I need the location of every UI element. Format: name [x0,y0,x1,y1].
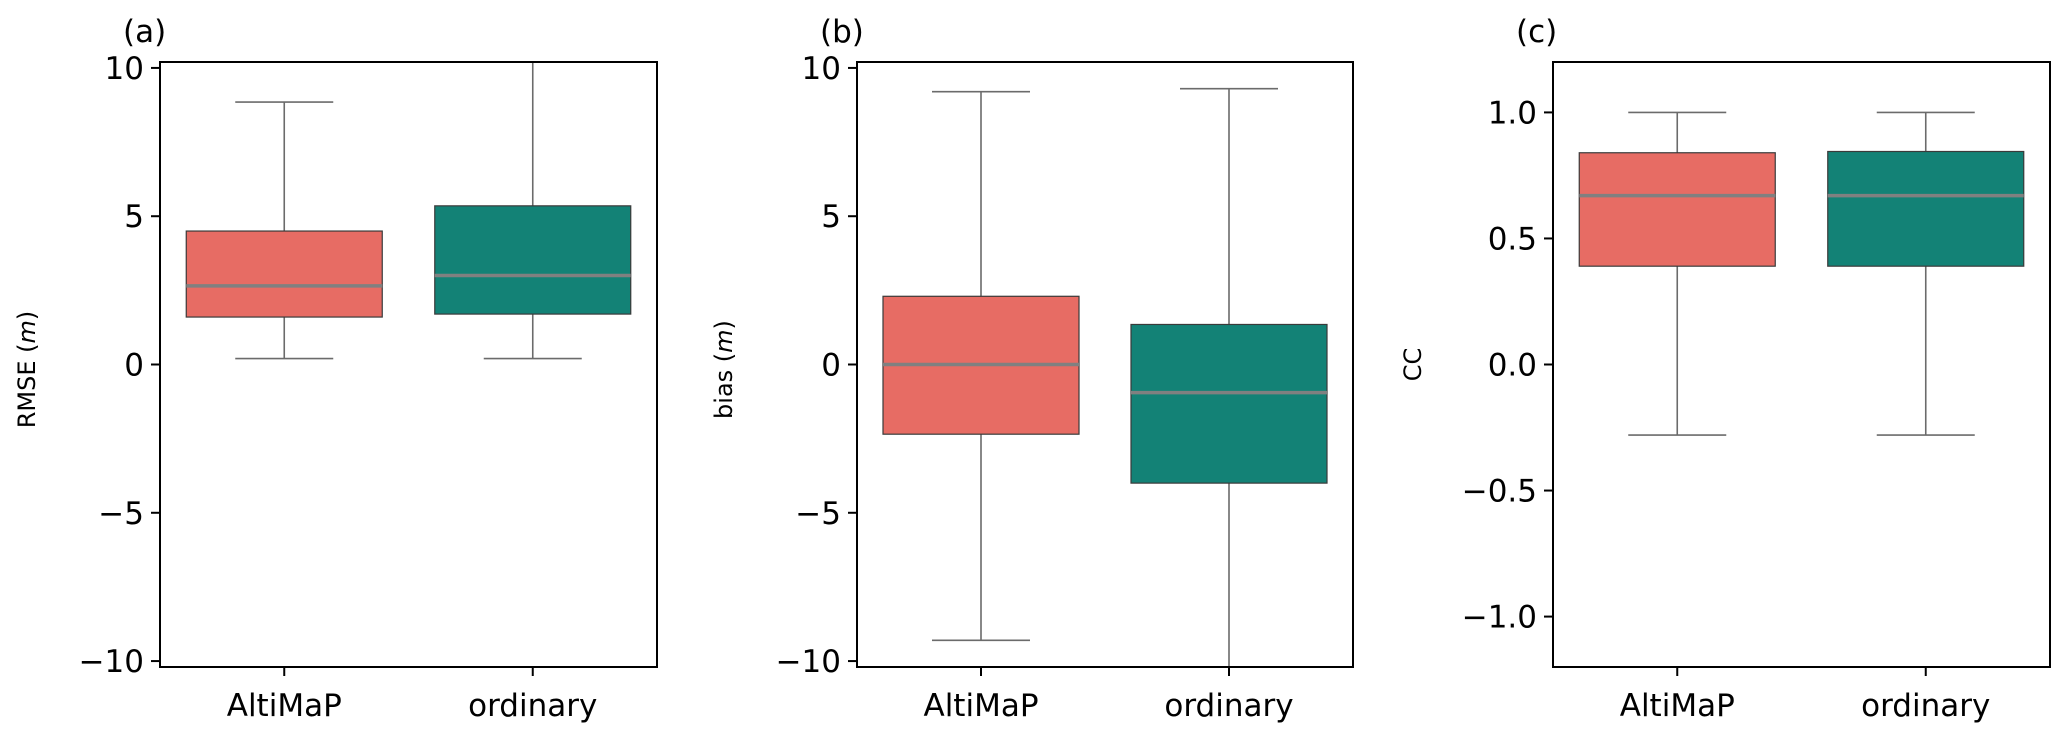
y-tick-label: −5 [795,496,841,532]
y-tick-label: −10 [79,644,144,680]
y-tick-label: 0.0 [1488,348,1537,384]
y-tick-label: −10 [776,644,841,680]
iqr-box [1130,323,1328,484]
y-tick-label: 0.5 [1488,221,1537,257]
panel-1: (a)10 5 0 −5 −10 AltiMaP ordinary RMSE (m) [13,14,658,724]
y-tick-label: 10 [105,51,144,87]
x-tick-label: AltiMaP [1620,688,1735,724]
y-tick-label: −5 [98,496,144,532]
box-altimap [185,101,383,360]
box-ordinary [1827,111,2025,436]
panel-3: (c) 1.0 0.5 0.0 −0.5 −1.0 AltiMaP ordinary CC [1399,14,2051,724]
box-ordinary [1130,87,1328,667]
y-tick-label: −1.0 [1462,600,1537,636]
x-tick-label: ordinary [468,688,597,724]
axes-frame [159,61,658,668]
iqr-box [1578,152,1776,267]
x-tick-label: ordinary [1164,688,1293,724]
y-tick-label: 0 [821,348,841,384]
panel-label: (b) [820,14,864,50]
panel-label: (c) [1516,14,1557,50]
box-altimap [882,90,1080,642]
x-tick-label: AltiMaP [923,688,1038,724]
y-tick-label: 0 [124,348,144,384]
x-tick-label: AltiMaP [227,688,342,724]
panel-2: (b)10 5 0 −5 −10 AltiMaP ordinary bias (m) [710,14,1354,724]
y-tick-label: −0.5 [1462,474,1537,510]
y-tick-label: 5 [124,199,144,235]
iqr-box [1827,150,2025,267]
y-axis-label: bias (m) [710,320,738,419]
iqr-box [434,205,632,315]
y-tick-label: 10 [802,51,841,87]
y-tick-label: 5 [821,199,841,235]
y-axis-label: RMSE (m) [13,311,41,429]
y-tick-label: 1.0 [1488,95,1537,131]
panel-label: (a) [123,14,166,50]
y-axis-label: CC [1399,348,1427,382]
x-tick-label: ordinary [1861,688,1990,724]
box-altimap [1578,111,1776,436]
iqr-box [185,230,383,318]
box-ordinary [434,62,632,360]
